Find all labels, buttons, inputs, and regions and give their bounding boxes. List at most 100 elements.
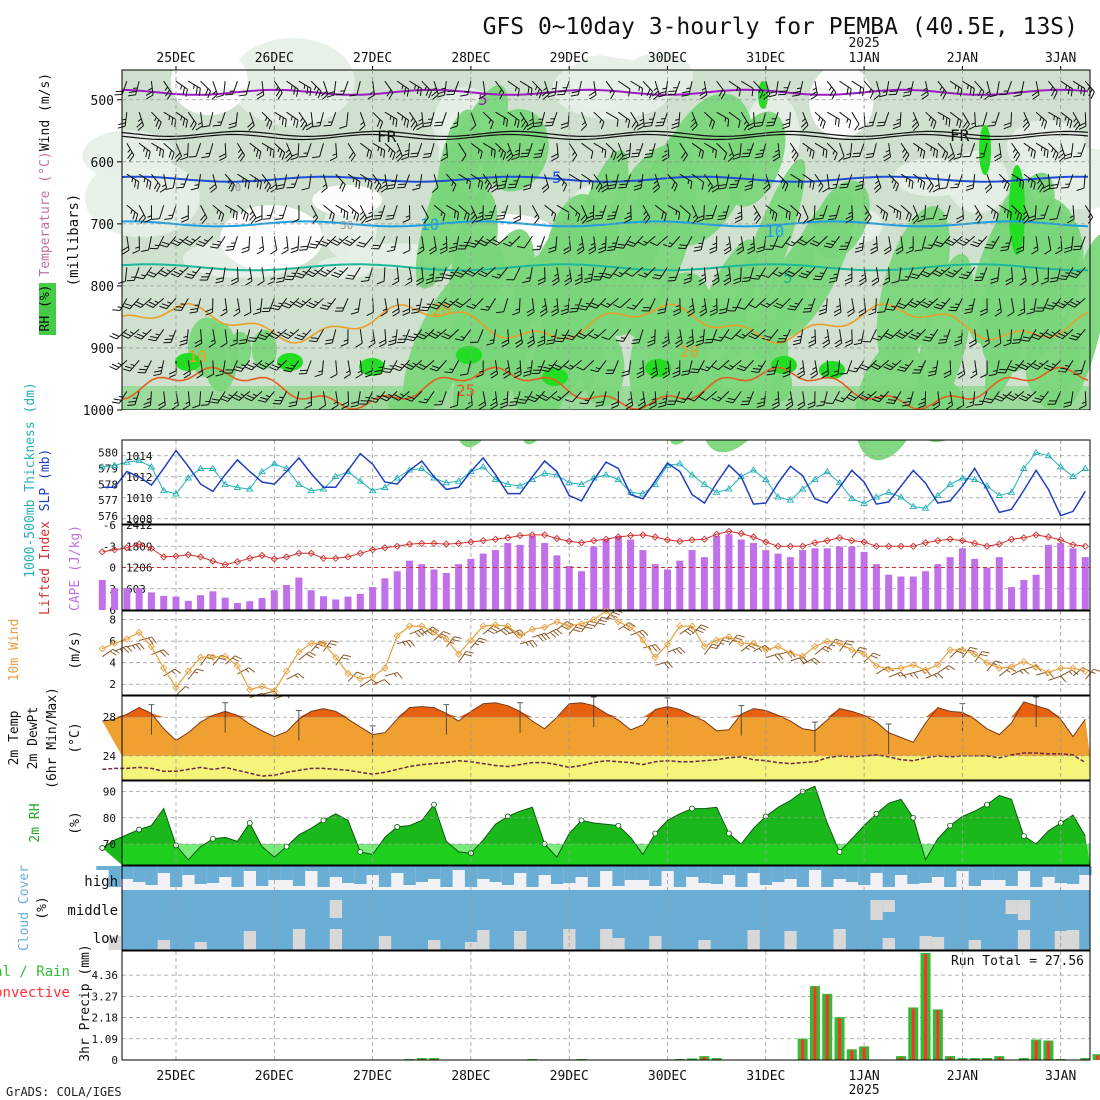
wind-barb xyxy=(453,266,472,278)
barb-shaft xyxy=(419,174,423,189)
barb-shaft xyxy=(180,298,189,311)
cape-bar xyxy=(614,535,622,610)
barb-feather xyxy=(885,213,889,222)
barb-shaft xyxy=(249,205,257,218)
barb-feather xyxy=(165,89,171,97)
barb-feather xyxy=(1069,120,1073,129)
wind-barb xyxy=(537,267,546,285)
barb-feather xyxy=(723,280,731,286)
wind-barb xyxy=(750,267,767,280)
cloud-high-bar xyxy=(428,866,441,879)
wind-barb xyxy=(200,80,211,99)
cape-bar xyxy=(897,576,905,610)
barb-feather xyxy=(840,183,849,186)
wind-barb xyxy=(212,112,226,127)
barb-feather xyxy=(210,246,218,249)
cape-bar xyxy=(577,571,585,610)
barb-shaft xyxy=(605,236,607,251)
wind-barb xyxy=(356,235,373,248)
barb-feather xyxy=(1037,182,1043,190)
barb-feather xyxy=(216,94,224,98)
barb-feather xyxy=(668,276,677,279)
barb-shaft xyxy=(1010,112,1013,127)
wind-barb xyxy=(728,111,741,129)
barb-half-feather xyxy=(1012,148,1017,153)
wind-barb xyxy=(520,143,533,158)
barb-feather xyxy=(468,270,476,275)
barb-feather xyxy=(276,187,284,190)
cloud-low-gap xyxy=(919,936,932,950)
barb-feather xyxy=(872,280,879,286)
rh-region-pale xyxy=(567,55,633,110)
barb-shaft xyxy=(691,173,704,183)
barb-feather xyxy=(920,273,928,278)
barb-feather xyxy=(500,150,504,158)
wind-legend-label: Wind (m/s) xyxy=(38,73,53,151)
barb-feather xyxy=(276,280,284,283)
barb-feather xyxy=(788,212,791,220)
barb-shaft xyxy=(1079,236,1086,250)
barb-feather xyxy=(936,150,939,159)
barb-feather xyxy=(945,273,953,278)
barb-feather xyxy=(601,187,609,193)
cloud-high-bar xyxy=(686,866,699,877)
barb-feather xyxy=(168,150,173,158)
barb-half-feather xyxy=(387,147,391,153)
barb-shaft xyxy=(363,235,373,248)
barb-half-feather xyxy=(1059,149,1064,153)
barb-feather xyxy=(156,184,161,193)
barb-shaft xyxy=(121,81,128,95)
barb-shaft xyxy=(249,267,253,282)
cape-bar xyxy=(860,551,868,610)
barb-feather xyxy=(416,122,424,127)
barb-feather xyxy=(345,239,353,244)
barb-feather xyxy=(255,149,259,158)
barb-feather xyxy=(615,246,624,249)
barb-feather xyxy=(1083,88,1086,97)
barb-shaft xyxy=(360,142,372,152)
barb-shaft xyxy=(617,143,624,157)
wind-barb xyxy=(883,236,892,255)
barb-feather xyxy=(226,245,235,248)
barb-feather xyxy=(181,218,189,223)
barb-feather xyxy=(1003,122,1012,126)
barb-feather xyxy=(989,94,998,98)
barb-half-feather xyxy=(623,180,629,182)
wind-barb xyxy=(445,173,457,192)
wind10m-frame xyxy=(121,610,1091,696)
barb-feather xyxy=(376,119,381,127)
wind-barb xyxy=(126,173,140,190)
barb-shaft xyxy=(777,204,791,213)
barb-feather xyxy=(877,121,886,124)
barb-feather xyxy=(1031,91,1039,97)
barb-feather xyxy=(159,148,162,157)
barb-shaft xyxy=(839,111,852,121)
barb-half-feather xyxy=(127,148,131,153)
barb-feather xyxy=(320,90,328,97)
barb-feather xyxy=(306,86,309,95)
barb-shaft xyxy=(323,204,335,215)
barb-shaft xyxy=(458,142,467,156)
barb-feather xyxy=(538,91,543,99)
barb-shaft xyxy=(1035,236,1039,251)
barb-half-feather xyxy=(819,214,824,216)
barb-shaft xyxy=(883,112,890,126)
wind-barb xyxy=(422,112,435,128)
wind-barb xyxy=(1031,267,1039,286)
barb-feather xyxy=(526,125,534,131)
barb-half-feather xyxy=(360,121,365,126)
wind-barb xyxy=(284,267,300,281)
barb-shaft xyxy=(200,654,209,666)
barb-feather xyxy=(376,185,382,193)
cloud-low-gap xyxy=(968,940,981,950)
precip-tick-label: 4.36 xyxy=(92,969,119,982)
barb-half-feather xyxy=(477,149,480,154)
barb-feather xyxy=(1027,218,1036,223)
barb-half-feather xyxy=(571,151,576,156)
wind-barb xyxy=(984,174,993,193)
barb-shaft xyxy=(124,267,128,282)
barb-feather xyxy=(571,90,580,94)
barb-shaft xyxy=(937,142,949,154)
barb-shaft xyxy=(1056,174,1062,188)
